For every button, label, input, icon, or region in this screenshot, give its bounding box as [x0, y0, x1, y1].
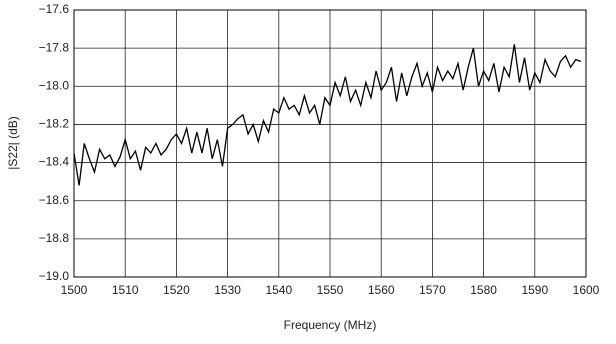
y-tick-label: −18.6 [39, 193, 70, 207]
x-axis-title: Frequency (MHz) [284, 318, 377, 332]
y-tick-label: −18.0 [39, 78, 70, 92]
x-tick-label: 1570 [419, 283, 446, 297]
x-tick-label: 1520 [163, 283, 190, 297]
y-axis-title: |S22| (dB) [6, 116, 20, 170]
x-tick-label: 1550 [317, 283, 344, 297]
y-tick-label: −17.8 [39, 40, 70, 54]
x-tick-label: 1590 [521, 283, 548, 297]
x-tick-label: 1540 [265, 283, 292, 297]
y-tick-label: −17.6 [39, 2, 70, 16]
plot-border [73, 9, 587, 278]
x-tick-label: 1600 [573, 283, 600, 297]
data-line [73, 44, 582, 186]
y-tick-label: −18.2 [39, 117, 70, 131]
x-tick-label: 1500 [61, 283, 88, 297]
y-tick-label: −18.4 [39, 155, 70, 169]
y-tick-label: −18.8 [39, 231, 70, 245]
x-tick-label: 1530 [214, 283, 241, 297]
y-tick-label: −19.0 [39, 269, 70, 283]
x-tick-label: 1510 [112, 283, 139, 297]
x-tick-label: 1560 [368, 283, 395, 297]
x-tick-label: 1580 [470, 283, 497, 297]
